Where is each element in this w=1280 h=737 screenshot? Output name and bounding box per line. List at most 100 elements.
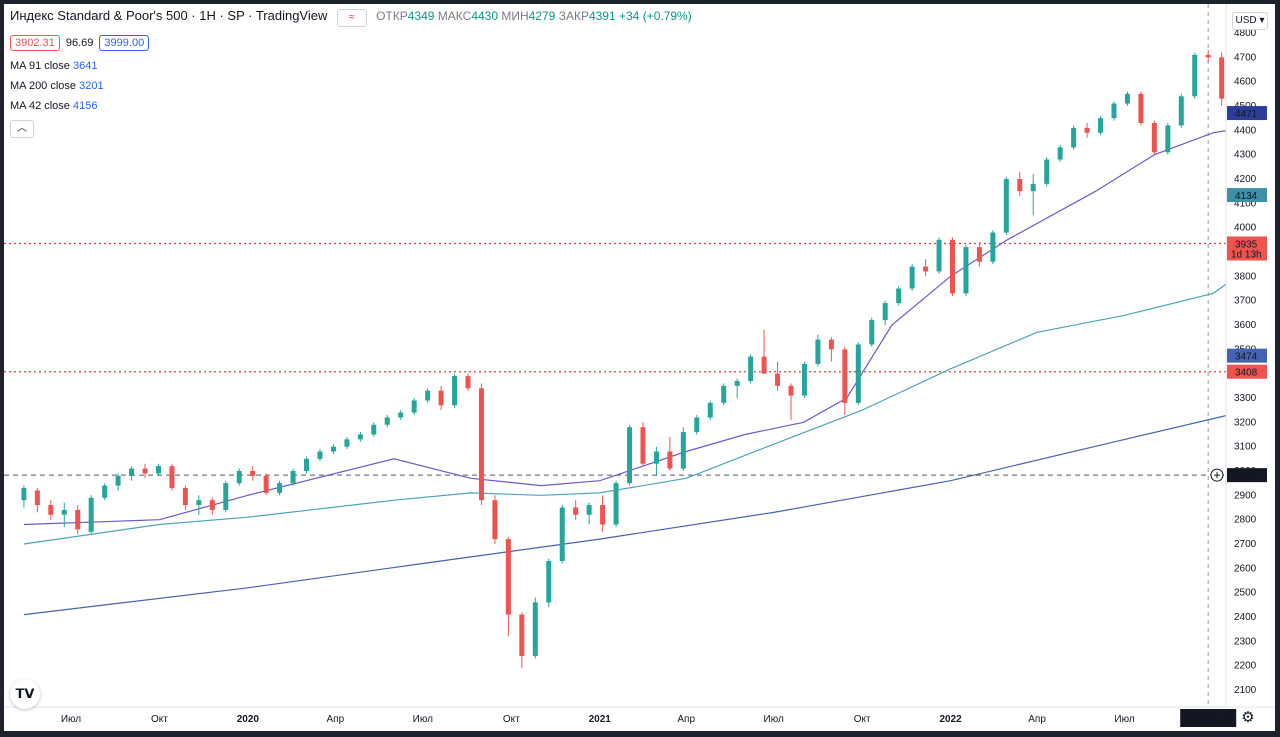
change-value: +34 (+0.79%) [619, 9, 692, 23]
candle-body [250, 471, 256, 476]
indicator-value: 4156 [72, 100, 98, 112]
candle-body [330, 446, 336, 452]
price-tick-label: 2200 [1234, 661, 1257, 672]
low-label: МИН [501, 9, 529, 23]
bid-ask-row: 3902.31 96.69 3999.00 [10, 35, 150, 51]
candle-body [842, 349, 848, 403]
candle-body [627, 427, 633, 484]
candle-body [304, 458, 310, 471]
candle-body [559, 507, 565, 562]
candle-body [1205, 54, 1211, 58]
candle-body [263, 475, 269, 493]
price-tick-label: 3100 [1234, 442, 1257, 453]
candle-body [1044, 159, 1050, 184]
candle-body [209, 500, 215, 510]
ma-line [23, 415, 1226, 616]
price-label-box [1227, 106, 1267, 121]
time-tick-label: Июл [413, 714, 433, 725]
candle-body [613, 483, 619, 525]
candle-body [357, 434, 363, 440]
indicator-ma42[interactable]: MA 42 close 4156 [10, 96, 104, 116]
candle-body [1111, 103, 1117, 119]
candle-body [761, 356, 767, 374]
price-label-box [1227, 468, 1267, 483]
candle-body [1084, 127, 1090, 133]
candle-body [102, 485, 108, 498]
price-tick-label: 4700 [1234, 52, 1257, 63]
buy-button[interactable]: 3999.00 [99, 35, 150, 51]
candle-body [1030, 183, 1036, 192]
candle-body [1003, 179, 1009, 233]
currency-label: USD [1235, 15, 1257, 26]
candle-body [169, 466, 175, 489]
candle-body [1138, 93, 1144, 124]
legend-header: Индекс Standard & Poor's 500 · 1H · SP ·… [10, 8, 692, 27]
price-label-box [1227, 236, 1267, 261]
candle-body [734, 380, 740, 386]
indicator-ma91[interactable]: MA 91 close 3641 [10, 56, 104, 76]
candle-body [882, 303, 888, 321]
time-tick-label: 2020 [237, 714, 260, 725]
candle-body [519, 614, 525, 656]
candle-body [855, 344, 861, 403]
gear-icon: ⚙ [1241, 709, 1255, 726]
candle-body [1192, 54, 1198, 97]
price-tick-label: 2400 [1234, 612, 1257, 623]
indicator-name: MA 42 close [10, 100, 70, 112]
currency-selector[interactable]: USD ▾ [1232, 12, 1268, 30]
price-tick-label: 4300 [1234, 150, 1257, 161]
sell-button[interactable]: 3902.31 [10, 35, 60, 51]
time-tick-label: Окт [151, 714, 168, 725]
time-tick-label: Апр [327, 714, 345, 725]
price-tick-label: 4400 [1234, 125, 1257, 136]
price-label-box [1227, 364, 1267, 379]
plot-area [4, 4, 1265, 707]
indicator-value: 3641 [72, 60, 98, 72]
candle-body [452, 376, 458, 406]
candle-body [1071, 127, 1077, 148]
candle-body [1178, 96, 1184, 126]
compare-icon[interactable]: ≈ [336, 9, 367, 27]
tradingview-logo[interactable]: 𝗧𝗩 [10, 679, 40, 709]
chart-title[interactable]: Индекс Standard & Poor's 500 · 1H · SP ·… [10, 8, 328, 23]
price-label-box [1227, 348, 1267, 363]
crosshair-date-label: 04 Окт '21 [1185, 714, 1232, 725]
candle-body [788, 385, 794, 396]
price-tick-label: 3300 [1234, 393, 1257, 404]
candle-body [909, 266, 915, 289]
price-tick-label: 2600 [1234, 563, 1257, 574]
price-label: 4134 [1235, 191, 1258, 202]
candle-body [1057, 147, 1063, 160]
spread-value: 96.69 [65, 37, 94, 49]
indicator-value: 3201 [79, 80, 104, 92]
indicator-ma200[interactable]: MA 200 close 3201 [10, 76, 104, 96]
candle-body [532, 602, 538, 656]
candle-body [828, 339, 834, 350]
chevron-down-icon: ▾ [1259, 15, 1265, 26]
candle-body [75, 509, 81, 530]
time-tick-label: Окт [854, 714, 871, 725]
candle-body [869, 320, 875, 345]
price-label: 3935 [1235, 239, 1258, 250]
candle-body [923, 266, 929, 272]
candle-body [384, 417, 390, 425]
candle-body [129, 468, 135, 476]
collapse-legend-button[interactable]: ︿ [10, 120, 34, 138]
candle-body [48, 505, 54, 515]
time-tick-label: 2021 [589, 714, 612, 725]
high-label: МАКС [437, 9, 472, 23]
candle-body [182, 488, 188, 506]
time-tick-label: Окт [503, 714, 520, 725]
candle-body [896, 288, 902, 304]
candle-body [949, 239, 955, 294]
time-tick-label: Июл [61, 714, 81, 725]
candle-body [1260, 35, 1265, 79]
candle-body [1151, 123, 1157, 153]
high-value: 4430 [471, 9, 499, 23]
candle-body [505, 539, 511, 615]
chart[interactable]: 2100220023002400250026002700280029003000… [4, 4, 1275, 731]
candle-body [573, 507, 579, 515]
candle-body [277, 483, 283, 493]
settings-button[interactable]: ⚙ [1238, 708, 1258, 728]
candle-body [142, 468, 148, 474]
